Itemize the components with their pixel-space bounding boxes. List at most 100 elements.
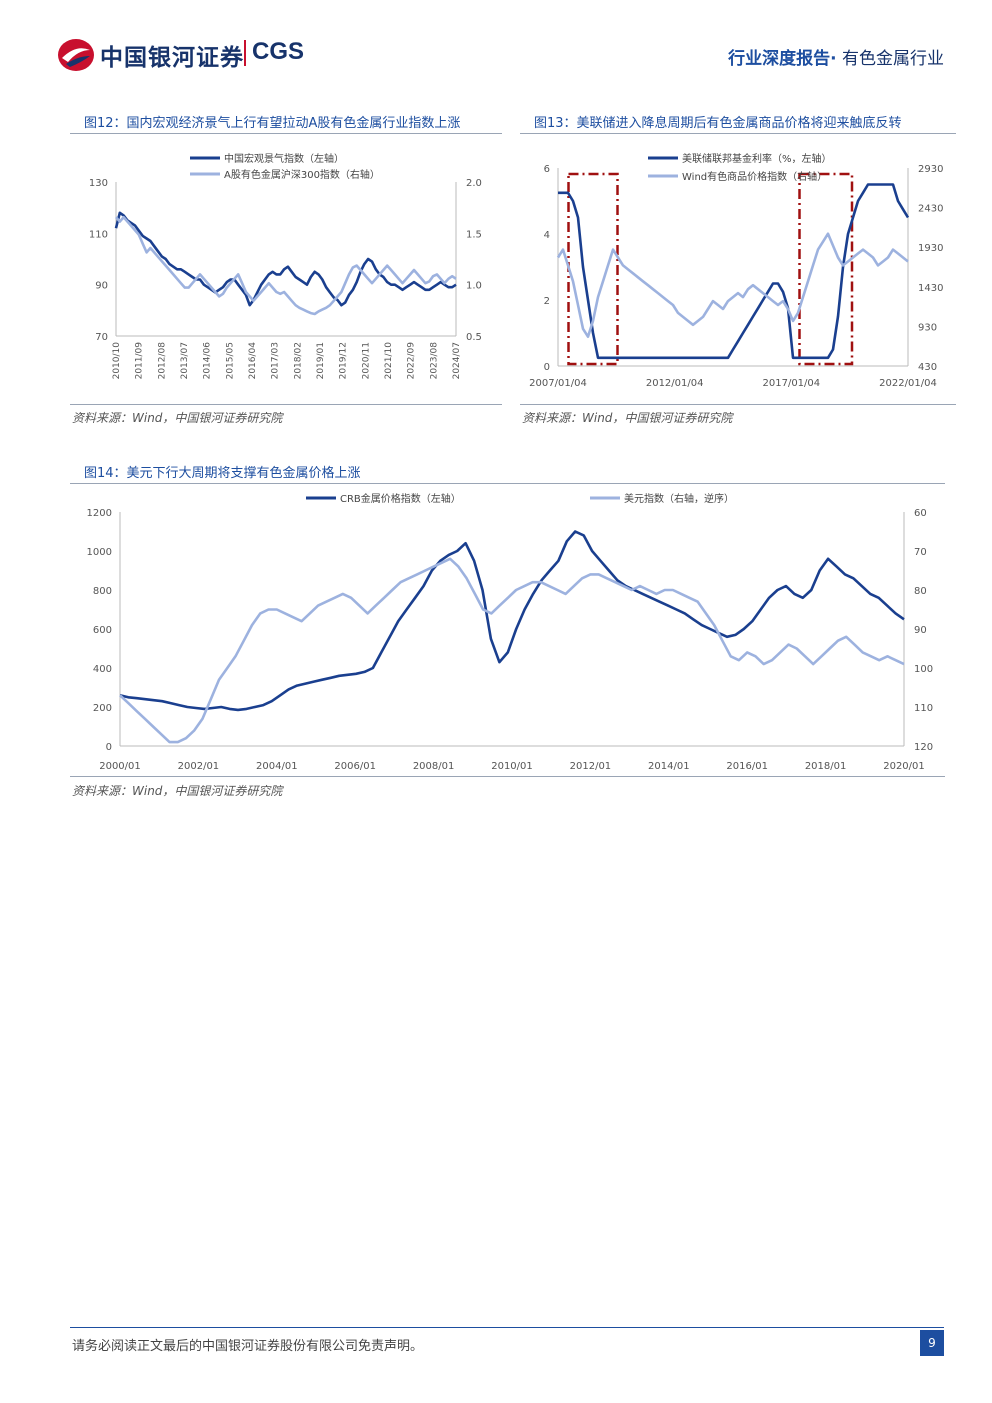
- report-type: 行业深度报告· 有色金属行业: [728, 44, 944, 69]
- highlight-box-2: [798, 172, 854, 366]
- x-tick-label: 2022/01/04: [879, 378, 937, 389]
- figure-14-chart: 1200 1000 800 600 400 200 0 60 70 80 90 100 110 120 20…: [70, 486, 945, 776]
- figure-12-top-rule: [70, 133, 502, 134]
- legend-label: A股有色金属沪深300指数（右轴）: [224, 168, 380, 181]
- y-right-tick-label: 1.5: [466, 229, 482, 240]
- y-left-tick-label: 600: [93, 625, 112, 636]
- x-tick-label: 2023/08: [429, 342, 439, 380]
- page-number: 9: [920, 1330, 944, 1356]
- x-tick-label: 2011/09: [135, 342, 145, 380]
- x-tick-label: 2010/10: [112, 342, 122, 380]
- figure-14-source: 资料来源：Wind，中国银河证券研究院: [72, 784, 283, 798]
- y-right-tick-label: 120: [914, 742, 933, 753]
- y-left-tick-label: 1200: [87, 508, 112, 519]
- x-tick-label: 2010/01: [491, 761, 533, 772]
- x-tick-label: 2021/10: [384, 342, 394, 380]
- figure-14-title: 图14：美元下行大周期将支撑有色金属价格上涨: [84, 466, 361, 481]
- chart-13-svg: 6 4 2 0 2930 2430 1930 1430 930 430 2007/01/04 2012…: [529, 152, 943, 389]
- x-tick-label: 2020/11: [361, 342, 371, 379]
- x-tick-label: 2018/02: [293, 342, 303, 379]
- y-left-tick-label: 2: [544, 296, 550, 307]
- chart-12-svg: 130 110 90 70 2.0 1.5 1.0 0.5 2010/10 2011/09 2012…: [89, 152, 482, 380]
- y-right-tick-label: 0.5: [466, 332, 482, 343]
- legend-label: CRB金属价格指数（左轴）: [340, 492, 461, 505]
- figure-12-chart: 130 110 90 70 2.0 1.5 1.0 0.5 2010/10 2011/09 2012…: [70, 140, 502, 402]
- x-tick-label: 2012/01/04: [646, 378, 704, 389]
- cgs-logo-icon: [58, 39, 94, 71]
- y-right-tick-label: 80: [914, 586, 927, 597]
- x-tick-label: 2014/06: [203, 342, 213, 380]
- y-right-tick-label: 100: [914, 664, 933, 675]
- y-right-tick-label: 1430: [918, 283, 943, 294]
- y-left-tick-label: 130: [89, 178, 108, 189]
- y-right-tick-label: 2930: [918, 164, 943, 175]
- series-line-2: [556, 232, 909, 338]
- legend-label: Wind有色商品价格指数（右轴）: [682, 170, 827, 183]
- x-tick-label: 2014/01: [648, 761, 690, 772]
- x-tick-label: 2012/01: [570, 761, 612, 772]
- y-right-tick-label: 2430: [918, 204, 943, 215]
- x-tick-label: 2015/05: [225, 342, 235, 379]
- y-left-tick-label: 400: [93, 664, 112, 675]
- x-tick-label: 2006/01: [334, 761, 376, 772]
- x-tick-label: 2016/04: [248, 342, 258, 380]
- y-right-tick-label: 930: [918, 322, 937, 333]
- x-tick-label: 2019/12: [339, 342, 349, 379]
- series-line-1: [119, 530, 905, 712]
- figure-12-source: 资料来源：Wind，中国银河证券研究院: [72, 411, 283, 425]
- x-tick-label: 2007/01/04: [529, 378, 587, 389]
- series-line-2: [115, 215, 457, 316]
- y-right-tick-label: 90: [914, 625, 927, 636]
- x-tick-label: 2008/01: [413, 761, 455, 772]
- x-tick-label: 2017/03: [271, 342, 281, 379]
- x-tick-label: 2012/08: [157, 342, 167, 380]
- figure-12-title: 图12：国内宏观经济景气上行有望拉动A股有色金属行业指数上涨: [84, 116, 461, 131]
- x-tick-label: 2022/09: [407, 342, 417, 380]
- chart-14-svg: 1200 1000 800 600 400 200 0 60 70 80 90 100 110 120 20…: [87, 492, 934, 772]
- figure-12-bottom-rule: [70, 404, 502, 405]
- figure-14-bottom-rule: [70, 776, 945, 777]
- y-right-tick-label: 1.0: [466, 281, 482, 292]
- y-right-tick-label: 70: [914, 547, 927, 558]
- footer-disclaimer: 请务必阅读正文最后的中国银河证券股份有限公司免责声明。: [72, 1339, 424, 1354]
- logo-chinese-name: 中国银河证券: [100, 45, 244, 71]
- y-left-tick-label: 0: [544, 362, 550, 373]
- x-tick-label: 2013/07: [180, 342, 190, 379]
- figure-14-top-rule: [70, 483, 945, 484]
- x-tick-label: 2000/01: [99, 761, 141, 772]
- x-tick-label: 2002/01: [178, 761, 220, 772]
- figure-13-source: 资料来源：Wind，中国银河证券研究院: [522, 411, 733, 425]
- logo-english-name: CGS: [252, 38, 305, 65]
- figure-13-title: 图13：美联储进入降息周期后有色金属商品价格将迎来触底反转: [534, 116, 902, 131]
- figure-13-bottom-rule: [520, 404, 956, 405]
- page-header: 中国银河证券 CGS 行业深度报告· 有色金属行业: [0, 0, 992, 90]
- y-left-tick-label: 70: [95, 332, 108, 343]
- x-tick-label: 2024/07: [452, 342, 462, 379]
- x-tick-label: 2016/01: [726, 761, 768, 772]
- y-right-tick-label: 110: [914, 703, 933, 714]
- y-right-tick-label: 60: [914, 508, 927, 519]
- y-left-tick-label: 800: [93, 586, 112, 597]
- y-left-tick-label: 0: [106, 742, 112, 753]
- y-left-tick-label: 1000: [87, 547, 112, 558]
- y-left-tick-label: 90: [95, 281, 108, 292]
- x-tick-label: 2018/01: [805, 761, 847, 772]
- y-left-tick-label: 6: [544, 164, 550, 175]
- y-left-tick-label: 200: [93, 703, 112, 714]
- x-tick-label: 2017/01/04: [763, 378, 821, 389]
- series-line-1: [114, 211, 457, 307]
- legend-label: 美联储联邦基金利率（%，左轴）: [682, 152, 832, 165]
- y-left-tick-label: 110: [89, 229, 108, 240]
- footer-rule: [70, 1327, 944, 1328]
- legend-label: 中国宏观景气指数（左轴）: [224, 152, 344, 165]
- logo-separator: [244, 40, 246, 66]
- x-tick-label: 2020/01: [883, 761, 925, 772]
- report-type-bold: 行业深度报告·: [728, 49, 837, 69]
- y-right-tick-label: 2.0: [466, 178, 482, 189]
- x-tick-label: 2019/01: [316, 342, 326, 379]
- figure-13-chart: 6 4 2 0 2930 2430 1930 1430 930 430 2007/01/04 2012…: [520, 140, 956, 402]
- report-type-industry: 有色金属行业: [836, 49, 944, 69]
- series-line-1: [558, 183, 910, 360]
- y-left-tick-label: 4: [544, 230, 550, 241]
- y-right-tick-label: 430: [918, 362, 937, 373]
